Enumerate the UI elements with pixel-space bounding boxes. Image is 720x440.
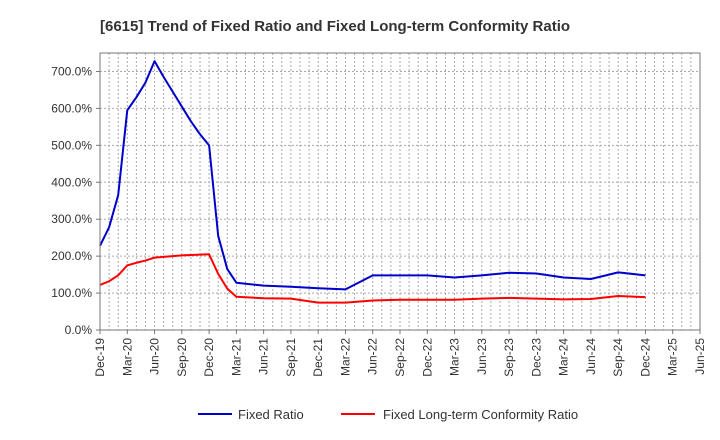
x-tick-label: Dec-21 — [311, 338, 325, 377]
y-tick-label: 200.0% — [51, 249, 92, 263]
y-tick-label: 600.0% — [51, 101, 92, 115]
x-tick-label: Sep-23 — [502, 338, 516, 377]
x-tick-label: Mar-20 — [120, 338, 134, 376]
x-tick-label: Sep-20 — [175, 338, 189, 377]
axis-layer: 0.0% 100.0% 200.0% 300.0% 400.0% 500.0% 600.0%… — [51, 64, 707, 376]
series-layer — [99, 60, 646, 304]
x-tick-label: Sep-24 — [611, 338, 625, 377]
y-tick-label: 400.0% — [51, 175, 92, 189]
x-tick-label: Dec-20 — [202, 338, 216, 377]
y-tick-label: 700.0% — [51, 64, 92, 78]
x-tick-label: Dec-23 — [529, 338, 543, 377]
x-tick-label: Mar-22 — [338, 338, 352, 376]
y-tick-label: 500.0% — [51, 138, 92, 152]
x-tick-label: Mar-24 — [557, 338, 571, 376]
legend-label-fixed-long-term-conformity-ratio: Fixed Long-term Conformity Ratio — [383, 407, 578, 422]
x-tick-label: Mar-23 — [448, 338, 462, 376]
legend: Fixed Ratio Fixed Long-term Conformity R… — [198, 407, 578, 422]
y-tick-label: 300.0% — [51, 212, 92, 226]
x-tick-label: Jun-25 — [693, 338, 707, 375]
x-tick-label: Mar-21 — [229, 338, 243, 376]
x-tick-label: Jun-24 — [584, 338, 598, 375]
x-tick-label: Jun-20 — [148, 338, 162, 375]
x-tick-label: Dec-22 — [420, 338, 434, 377]
legend-label-fixed-ratio: Fixed Ratio — [238, 407, 304, 422]
chart-title: [6615] Trend of Fixed Ratio and Fixed Lo… — [100, 18, 570, 35]
x-tick-label: Dec-24 — [638, 338, 652, 377]
y-tick-label: 0.0% — [65, 323, 93, 337]
x-tick-label: Sep-21 — [284, 338, 298, 377]
x-tick-label: Jun-21 — [257, 338, 271, 375]
x-tick-label: Dec-19 — [93, 338, 107, 377]
grid-layer — [100, 53, 700, 330]
x-tick-label: Jun-23 — [475, 338, 489, 375]
y-tick-label: 100.0% — [51, 286, 92, 300]
x-tick-label: Mar-25 — [666, 338, 680, 376]
x-tick-label: Jun-22 — [366, 338, 380, 375]
x-tick-label: Sep-22 — [393, 338, 407, 377]
